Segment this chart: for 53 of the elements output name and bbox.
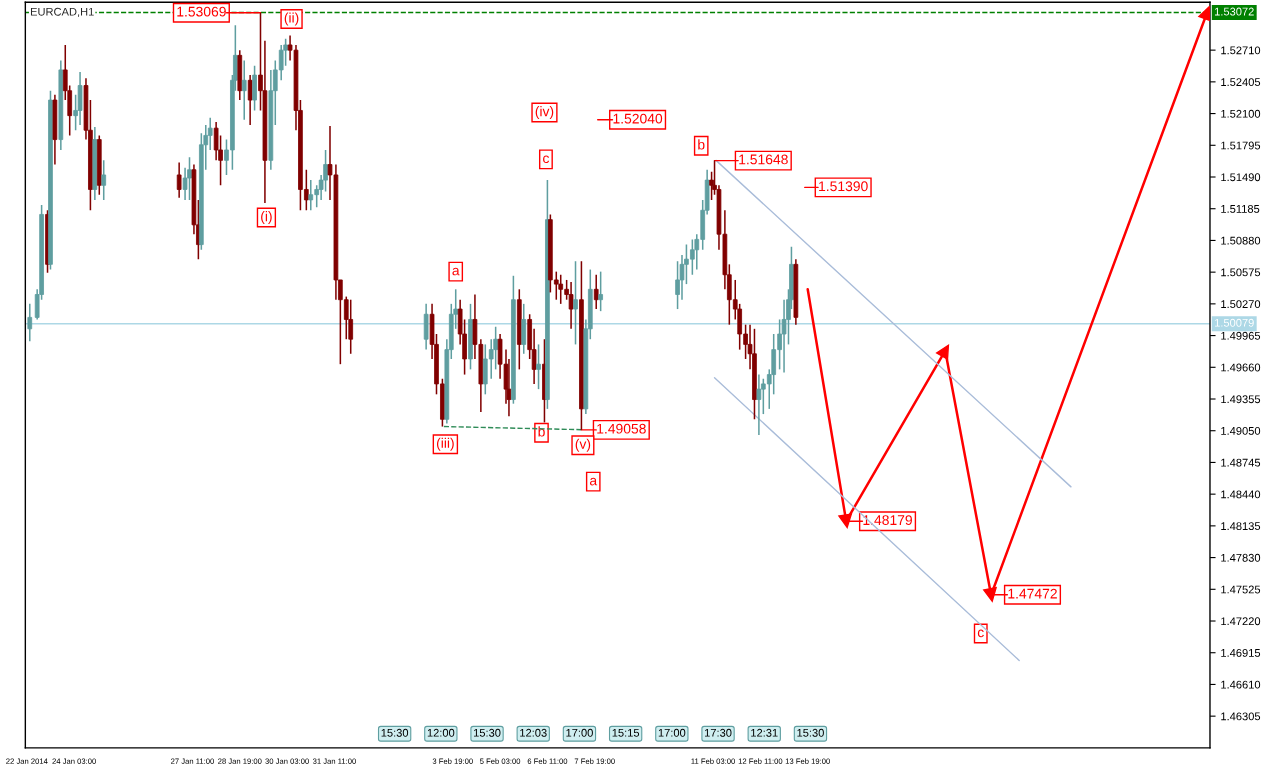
y-tick-label: 1.50270	[1221, 300, 1261, 308]
y-tick-label: 1.52710	[1221, 46, 1261, 55]
y-tick-label: 1.47220	[1221, 617, 1261, 626]
annotation: 12:31	[751, 728, 778, 737]
y-tick-label: 1.46610	[1221, 680, 1261, 689]
chart-title: EURCAD,H1	[30, 7, 94, 18]
y-tick-label: 1.46915	[1221, 648, 1261, 657]
annotation: 17:00	[566, 728, 593, 737]
annotation: 15:30	[381, 728, 409, 737]
ref-line-label: 1.50079	[1215, 318, 1254, 327]
annotation: 12:00	[427, 728, 455, 737]
annotation: (v)	[575, 438, 591, 452]
y-tick-label: 1.51490	[1221, 173, 1261, 182]
annotation: 15:30	[473, 728, 501, 737]
annotation: (iv)	[535, 106, 554, 119]
y-tick-label: 1.48745	[1221, 458, 1261, 467]
annotation: b	[538, 426, 545, 437]
annotation: 17:00	[658, 728, 686, 737]
y-tick-label: 1.51795	[1221, 141, 1261, 150]
y-tick-label: 1.48440	[1221, 490, 1261, 499]
y-tick-label: 1.52100	[1221, 109, 1261, 118]
annotation: c	[543, 155, 550, 164]
annotation: b	[698, 139, 705, 150]
annotation: 12:03	[520, 728, 547, 737]
y-tick-label: 1.49965	[1221, 331, 1261, 340]
y-tick-label: 1.50575	[1221, 268, 1261, 277]
annotation: 1.51390	[819, 181, 868, 192]
annotation: 1.48179	[863, 515, 912, 526]
annotation: 1.52040	[613, 113, 663, 124]
annotation: 1.53069	[177, 6, 226, 17]
y-tick-label: 1.49050	[1221, 426, 1261, 435]
annotation: (iii)	[436, 437, 454, 451]
annotation: 1.47472	[1008, 588, 1057, 599]
annotation: c	[977, 629, 984, 638]
annotation: 1.51648	[739, 154, 788, 165]
annotation: 17:30	[704, 728, 732, 737]
y-tick-label: 1.50880	[1221, 236, 1261, 245]
annotation: 15:15	[612, 728, 640, 737]
annotation: 1.49058	[597, 423, 646, 434]
annotation: (ii)	[284, 12, 299, 26]
ref-line-label: 1.53072	[1215, 7, 1254, 16]
y-tick-label: 1.48135	[1221, 522, 1261, 530]
y-tick-label: 1.49660	[1221, 363, 1261, 372]
y-tick-label: 1.49355	[1221, 395, 1261, 404]
y-tick-label: 1.46305	[1221, 712, 1261, 721]
y-tick-label: 1.52405	[1221, 78, 1261, 86]
y-tick-label: 1.47525	[1221, 585, 1261, 594]
y-tick-label: 1.51185	[1221, 204, 1260, 213]
annotation: a	[452, 267, 460, 276]
annotation: a	[589, 477, 598, 486]
y-tick-label: 1.47830	[1221, 553, 1261, 562]
annotation: (i)	[261, 211, 272, 225]
annotation: 15:30	[797, 728, 824, 737]
